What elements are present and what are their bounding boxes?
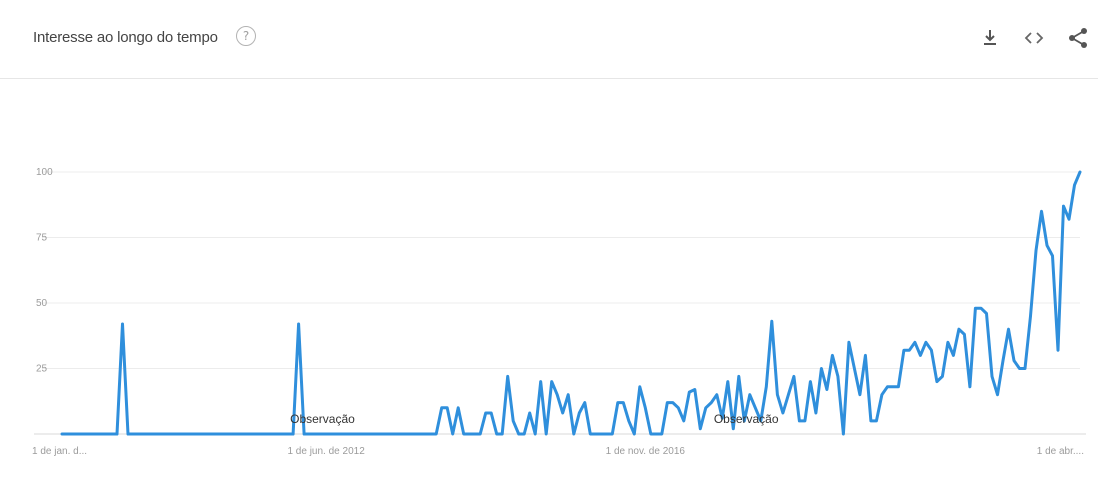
tick-layer: 25 50 75 100 1 de jan. d... 1 de jun. de 2012… bbox=[32, 167, 1084, 457]
y-tick-label: 75 bbox=[36, 233, 48, 244]
series-line bbox=[60, 170, 1082, 436]
y-tick-label: 50 bbox=[36, 298, 48, 309]
help-icon[interactable]: ? bbox=[236, 26, 256, 46]
chart-area: 25 50 75 100 1 de jan. d... 1 de jun. de 2012… bbox=[0, 79, 1098, 480]
x-tick-label: 1 de nov. de 2016 bbox=[606, 446, 686, 457]
series-layer bbox=[60, 170, 1082, 436]
annotation-label: Observação bbox=[714, 412, 779, 426]
share-icon[interactable] bbox=[1064, 24, 1092, 52]
line-chart: 25 50 75 100 1 de jan. d... 1 de jun. de 2012… bbox=[32, 167, 1086, 457]
embed-icon[interactable] bbox=[1020, 24, 1048, 52]
x-tick-label: 1 de abr.... bbox=[1037, 446, 1084, 457]
chart-title: Interesse ao longo do tempo bbox=[33, 29, 218, 46]
x-tick-label: 1 de jan. d... bbox=[32, 446, 87, 457]
y-tick-label: 25 bbox=[36, 364, 48, 375]
header-actions bbox=[976, 20, 1092, 56]
header-divider bbox=[0, 78, 1098, 79]
y-tick-label: 100 bbox=[36, 167, 53, 178]
grid-layer bbox=[34, 171, 1086, 435]
x-tick-label: 1 de jun. de 2012 bbox=[287, 446, 365, 457]
annotation-label: Observação bbox=[290, 412, 355, 426]
annotation-layer: Observação Observação bbox=[290, 412, 779, 426]
download-icon[interactable] bbox=[976, 24, 1004, 52]
card-header: Interesse ao longo do tempo ? bbox=[0, 0, 1098, 78]
